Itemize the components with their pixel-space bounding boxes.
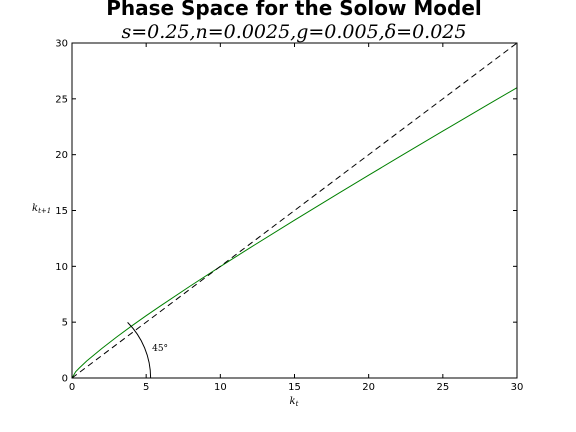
y-axis-label-sub: t+1 <box>38 207 51 215</box>
y-tick-label: 0 <box>62 374 68 385</box>
y-tick-label: 15 <box>55 206 68 217</box>
series-line-dashed <box>71 42 518 379</box>
x-axis-label-sub: t <box>296 400 299 408</box>
chart-subtitle: s=0.25,n=0.0025,g=0.005,δ=0.025 <box>122 21 467 43</box>
tick-layer: 0 5 10 15 20 25 30 0 5 10 15 20 25 30 <box>55 39 523 394</box>
x-tick-label: 25 <box>436 382 449 393</box>
y-tick-label: 30 <box>55 39 68 50</box>
x-tick-label: 5 <box>143 382 149 393</box>
y-tick-label: 20 <box>55 150 68 161</box>
annotation-45-degree: 45° <box>152 344 168 354</box>
x-tick-label: 30 <box>511 382 524 393</box>
y-tick-label: 25 <box>55 94 68 105</box>
y-axis-label-main: k <box>32 203 38 214</box>
y-tick-label: 5 <box>62 318 68 329</box>
x-tick-label: 10 <box>214 382 227 393</box>
y-tick-label: 10 <box>55 262 68 273</box>
chart-title: Phase Space for the Solow Model <box>106 0 482 20</box>
x-axis-label-main: k <box>290 396 296 407</box>
x-tick-label: 15 <box>288 382 301 393</box>
series-line-solid <box>71 87 518 379</box>
x-axis-label: kt <box>290 396 299 408</box>
series-layer <box>71 42 518 379</box>
x-tick-label: 0 <box>69 382 75 393</box>
angle-arc-45 <box>127 322 152 379</box>
x-tick-label: 20 <box>362 382 375 393</box>
y-axis-label: kt+1 <box>32 203 51 215</box>
